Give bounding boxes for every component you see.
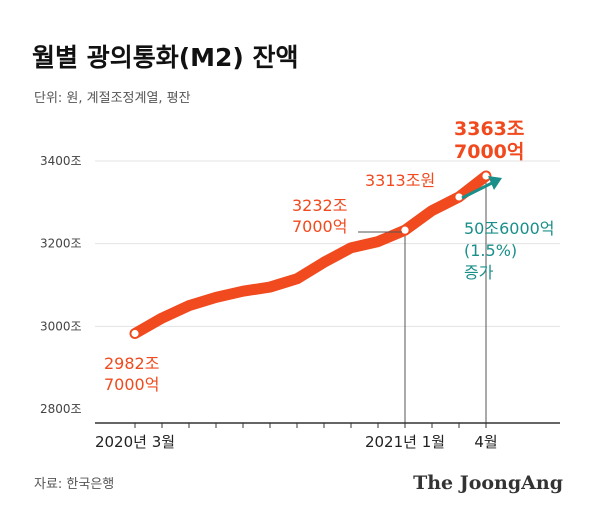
x-tick-labels: 2020년 3월 2021년 1월 4월 [95, 433, 498, 451]
annotation-increase-line1: 50조6000억 [464, 219, 555, 238]
annotation-increase-line3: 증가 [464, 263, 494, 282]
data-points [131, 172, 490, 338]
chart-subtitle: 단위: 원, 계절조정계열, 평잔 [34, 91, 191, 106]
y-tick-label: 3200조 [40, 237, 82, 251]
annotation-apr-line2: 7000억 [454, 141, 524, 163]
annotation-apr-line1: 3363조 [454, 118, 524, 140]
brand-logo: The JoongAng [413, 472, 563, 494]
x-tick-label: 2021년 1월 [365, 433, 445, 451]
annotation-mar: 3313조원 [365, 171, 435, 190]
y-tick-label: 3000조 [40, 319, 82, 333]
y-tick-label: 2800조 [40, 402, 82, 416]
x-ticks [134, 423, 487, 428]
annotation-increase-line2: (1.5%) [464, 241, 517, 260]
y-tick-labels: 2800조 3000조 3200조 3400조 [40, 154, 82, 416]
source-note: 자료: 한국은행 [34, 476, 114, 492]
y-gridlines [95, 160, 560, 327]
annotation-jan-line1: 3232조 [292, 196, 347, 215]
guide-lines [404, 176, 487, 423]
highlight-point [401, 226, 409, 234]
highlight-point [455, 193, 463, 201]
annotation-start-line2: 7000억 [104, 375, 159, 394]
series-line [129, 170, 492, 339]
increase-arrow-icon [461, 176, 502, 200]
highlight-point [482, 172, 490, 180]
annotation-jan-line2: 7000억 [292, 217, 347, 236]
chart-title: 월별 광의통화(M2) 잔액 [32, 43, 299, 72]
annotation-start-line1: 2982조 [104, 354, 159, 373]
highlight-point [131, 329, 139, 338]
x-tick-label: 2020년 3월 [95, 433, 175, 451]
y-tick-label: 3400조 [40, 154, 82, 168]
x-tick-label: 4월 [474, 433, 497, 451]
